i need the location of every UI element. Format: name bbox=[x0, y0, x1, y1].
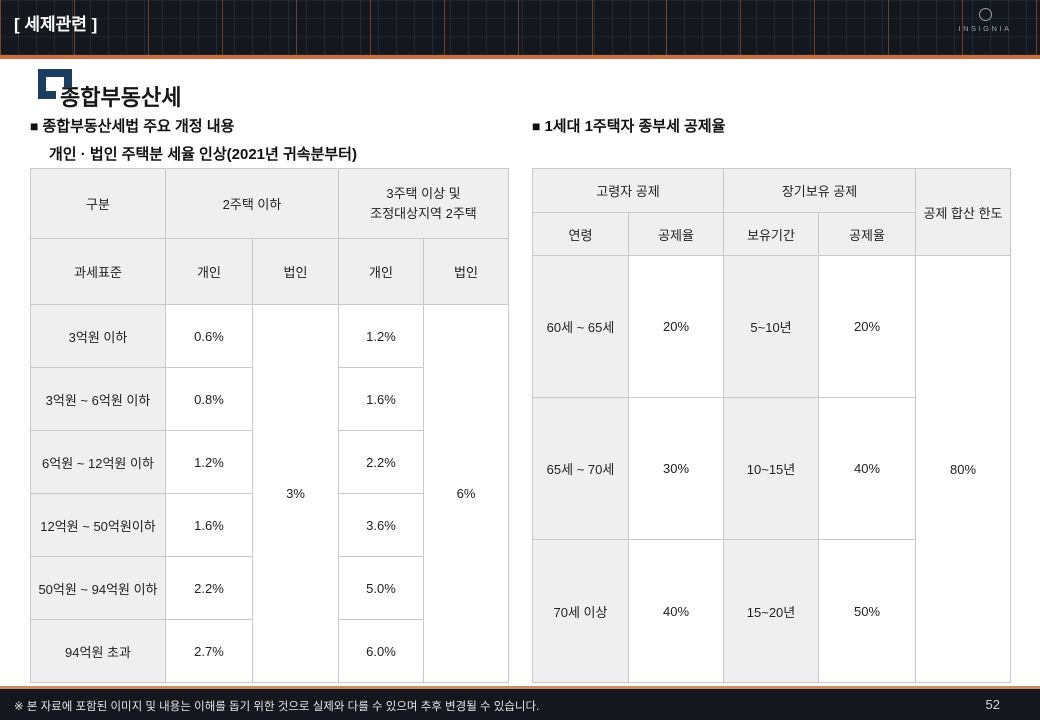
table-cell: 2.7% bbox=[165, 619, 253, 683]
row-label-cell: 60세 ~ 65세 bbox=[532, 255, 629, 398]
table-cell: 6.0% bbox=[338, 619, 424, 683]
insignia-logo-icon bbox=[978, 8, 992, 21]
header-cell: 고령자 공제 bbox=[531, 168, 725, 213]
section-heading-right-label: 1세대 1주택자 종부세 공제율 bbox=[544, 118, 726, 135]
table-cell: 1.2% bbox=[338, 304, 424, 368]
row-label-cell: 10~15년 bbox=[723, 397, 820, 540]
header-cell: 공제율 bbox=[818, 212, 917, 256]
table-row: 구분 2주택 이하 3주택 이상 및 조정대상지역 2주택 bbox=[30, 168, 509, 239]
header-cell: 공제 합산 한도 bbox=[915, 168, 1012, 256]
tax-rate-table: 구분 2주택 이하 3주택 이상 및 조정대상지역 2주택 과세표준 개인 법인… bbox=[30, 168, 509, 683]
table-cell: 30% bbox=[627, 397, 725, 540]
row-label-cell: 3억원 이하 bbox=[30, 304, 166, 368]
row-label-cell: 15~20년 bbox=[723, 539, 820, 683]
table-row: 70세 이상 40% 15~20년 50% bbox=[532, 539, 1011, 683]
header-cell: 구분 bbox=[30, 168, 166, 239]
row-label-cell: 65세 ~ 70세 bbox=[532, 397, 629, 540]
table-cell: 50% bbox=[818, 539, 917, 683]
header-cell: 개인 bbox=[338, 238, 424, 305]
header-cell: 개인 bbox=[165, 238, 253, 305]
row-label-cell: 6억원 ~ 12억원 이하 bbox=[30, 430, 166, 494]
table-cell-merged: 80% bbox=[915, 255, 1012, 683]
row-label-cell: 70세 이상 bbox=[532, 539, 629, 683]
section-subheading-left: 개인 · 법인 주택분 세율 인상(2021년 귀속분부터) bbox=[49, 146, 357, 163]
table-cell: 20% bbox=[627, 255, 725, 398]
table-cell: 40% bbox=[818, 397, 917, 540]
table-cell: 0.8% bbox=[165, 367, 253, 431]
table-row: 고령자 공제 장기보유 공제 공제 합산 한도 bbox=[531, 168, 1012, 256]
page-number: 52 bbox=[985, 697, 1000, 712]
bracket-corner-icon bbox=[38, 69, 76, 108]
table-cell: 0.6% bbox=[165, 304, 253, 368]
section-heading-left: ■ 종합부동산세법 주요 개정 내용 bbox=[30, 115, 234, 136]
page-tag: [ 세제관련 ] bbox=[14, 15, 98, 34]
row-label-cell: 3억원 ~ 6억원 이하 bbox=[30, 367, 166, 431]
header-cell: 과세표준 bbox=[30, 238, 166, 305]
insignia-logo-subtext: ····· bbox=[977, 35, 993, 40]
header-cell: 2주택 이하 bbox=[165, 168, 339, 239]
header-cell: 공제율 bbox=[627, 212, 725, 256]
table-row: 연령 공제율 보유기간 공제율 bbox=[532, 212, 1011, 256]
square-bullet-icon: ■ bbox=[532, 118, 541, 134]
table-row: 94억원 초과 2.7% 6.0% bbox=[30, 619, 509, 683]
table-row: 65세 ~ 70세 30% 10~15년 40% bbox=[532, 397, 1011, 540]
header-cell: 3주택 이상 및 조정대상지역 2주택 bbox=[338, 168, 509, 239]
table-cell: 2.2% bbox=[338, 430, 424, 494]
header-cell: 법인 bbox=[423, 238, 509, 305]
deduction-rate-table: 고령자 공제 장기보유 공제 공제 합산 한도 연령 공제율 보유기간 공제율 … bbox=[531, 168, 1012, 683]
row-label-cell: 50억원 ~ 94억원 이하 bbox=[30, 556, 166, 620]
section-heading-left-label: 종합부동산세법 주요 개정 내용 bbox=[42, 118, 235, 135]
table-row: 3억원 이하 0.6% 3% 1.2% 6% bbox=[30, 304, 509, 683]
top-header-bar: [ 세제관련 ] INSIGNIA ····· bbox=[0, 0, 1040, 59]
table-cell: 2.2% bbox=[165, 556, 253, 620]
row-label-cell: 12억원 ~ 50억원이하 bbox=[30, 493, 166, 557]
table-row: 6억원 ~ 12억원 이하 1.2% 2.2% bbox=[30, 430, 509, 494]
insignia-logo-name: INSIGNIA bbox=[958, 24, 1012, 33]
row-label-cell: 94억원 초과 bbox=[30, 619, 166, 683]
section-heading-right: ■ 1세대 1주택자 종부세 공제율 bbox=[532, 115, 725, 136]
insignia-logo: INSIGNIA ····· bbox=[946, 8, 1024, 40]
table-cell-merged: 6% bbox=[423, 304, 509, 683]
header-cell: 보유기간 bbox=[723, 212, 820, 256]
table-cell-merged: 3% bbox=[252, 304, 339, 683]
table-row: 과세표준 개인 법인 개인 법인 bbox=[30, 238, 509, 305]
table-cell: 3.6% bbox=[338, 493, 424, 557]
row-label-cell: 5~10년 bbox=[723, 255, 820, 398]
header-cell: 연령 bbox=[532, 212, 629, 256]
table-row: 12억원 ~ 50억원이하 1.6% 3.6% bbox=[30, 493, 509, 557]
table-cell: 1.6% bbox=[165, 493, 253, 557]
table-row: 50억원 ~ 94억원 이하 2.2% 5.0% bbox=[30, 556, 509, 620]
header-cell: 법인 bbox=[252, 238, 339, 305]
disclaimer-note: ※ 본 자료에 포함된 이미지 및 내용는 이해를 돕기 위한 것으로 실제와 … bbox=[14, 701, 540, 713]
table-cell: 1.2% bbox=[165, 430, 253, 494]
page-title: 종합부동산세 bbox=[60, 85, 182, 110]
square-bullet-icon: ■ bbox=[30, 118, 39, 134]
table-cell: 20% bbox=[818, 255, 917, 398]
table-cell: 40% bbox=[627, 539, 725, 683]
table-cell: 5.0% bbox=[338, 556, 424, 620]
table-cell: 1.6% bbox=[338, 367, 424, 431]
header-cell: 장기보유 공제 bbox=[723, 168, 917, 213]
table-row: 60세 ~ 65세 20% 5~10년 20% 80% bbox=[532, 255, 1012, 683]
footer-bar: ※ 본 자료에 포함된 이미지 및 내용는 이해를 돕기 위한 것으로 실제와 … bbox=[0, 686, 1040, 720]
